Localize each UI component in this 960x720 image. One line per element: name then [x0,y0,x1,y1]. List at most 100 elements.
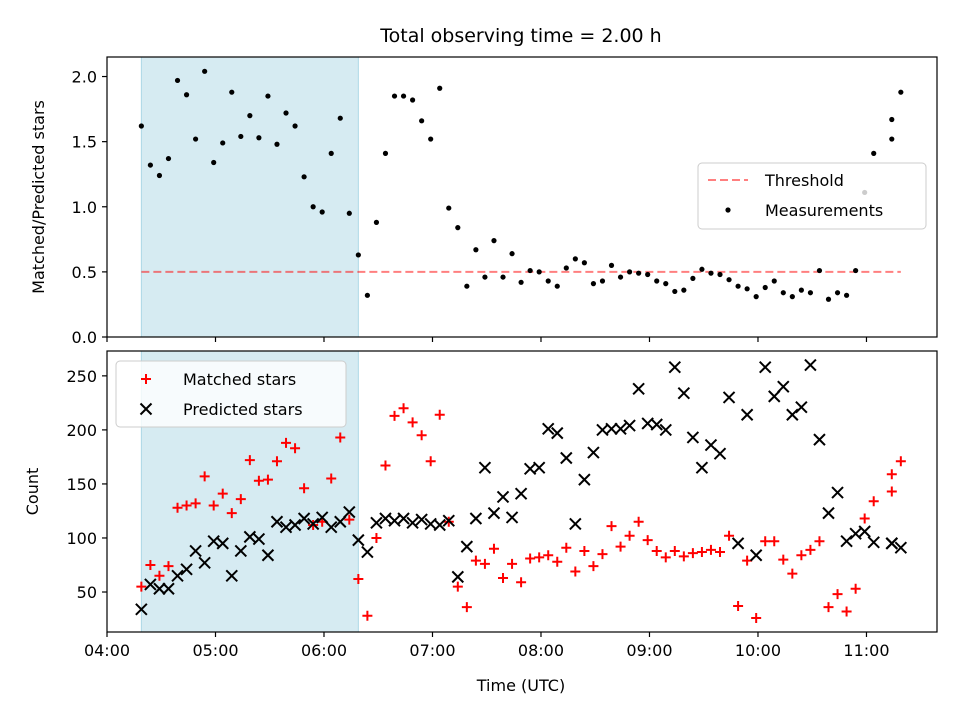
predicted-point-13 [252,532,266,546]
predicted-point-81 [867,536,880,549]
matched-point-21 [326,473,337,484]
predicted-point-3 [162,582,175,595]
matched-point-24 [353,574,364,585]
measurement-point-47 [563,265,569,271]
measurement-point-74 [807,290,814,296]
predicted-point-68 [749,549,763,562]
predicted-point-8 [207,535,220,548]
panel2-y-axis-title: Count [23,468,42,516]
matched-point-32 [425,456,436,467]
predicted-point-20 [315,511,329,524]
legend-predicted-label: Predicted stars [183,400,303,419]
measurement-point-66 [735,283,741,289]
matched-point-54 [624,530,635,541]
predicted-point-24 [352,533,365,547]
panel1: 0.0 0.5 1.0 1.5 2.0 Matched/Predicted stars Th… [29,56,938,347]
measurement-point-3 [165,155,172,162]
matched-point-13 [253,475,264,486]
predicted-point-45 [542,422,555,436]
x-axis-title: Time (UTC) [476,676,565,695]
predicted-point-49 [578,473,591,486]
measurement-point-69 [762,284,768,291]
matched-point-69 [760,536,771,547]
predicted-point-37 [469,512,483,525]
predicted-point-70 [768,390,781,403]
measurement-point-46 [554,283,560,289]
matched-point-64 [715,547,726,558]
measurement-point-35 [455,225,461,231]
legend-measurement-label: Measurements [765,201,883,220]
panel2-y-tick-label-1: 100 [66,529,97,548]
predicted-point-40 [496,490,510,504]
predicted-point-72 [786,408,799,421]
measurement-point-0 [138,123,144,129]
measurement-point-18 [301,174,307,180]
matched-point-72 [787,568,798,579]
matched-point-16 [281,437,292,448]
matched-point-47 [561,542,572,553]
matched-point-41 [507,558,518,569]
matched-point-26 [371,532,382,543]
legend-threshold-label: Threshold [764,171,844,190]
panel2-series-2 [135,358,908,616]
measurement-point-79 [853,267,859,274]
measurement-point-42 [518,279,524,285]
predicted-point-4 [171,569,184,583]
measurement-point-70 [771,278,777,284]
matched-point-58 [660,552,671,563]
measurement-point-78 [843,292,850,298]
measurement-point-55 [636,270,642,276]
matched-point-50 [588,561,599,572]
legend-matched-label: Matched stars [183,370,296,389]
predicted-point-75 [813,433,826,446]
matched-point-30 [407,417,418,428]
matched-point-31 [416,430,427,441]
predicted-point-17 [288,518,302,532]
panel2: 50 100 150 200 250 04:00 05:00 06:00 07:00 08:00 0… [23,350,938,660]
panel1-legend: Threshold Measurements [697,162,927,230]
matched-point-78 [841,606,852,617]
predicted-point-53 [614,422,627,436]
matched-point-51 [597,549,608,560]
matched-point-0 [136,581,147,592]
panel2-legend: Matched stars Predicted stars [115,360,347,428]
measurement-point-14 [265,93,271,99]
matched-point-56 [642,535,653,546]
predicted-point-33 [433,518,446,532]
legend-predicted-swatch [139,402,153,416]
matched-point-5 [181,500,192,511]
matched-point-63 [705,544,716,555]
predicted-point-58 [659,423,672,437]
measurement-point-16 [283,110,289,116]
measurement-point-67 [744,286,750,292]
measurement-point-2 [156,172,163,179]
measurement-point-34 [446,205,452,211]
matched-point-1 [145,559,156,570]
matched-point-59 [669,545,680,556]
measurement-point-83 [889,136,895,142]
measurement-point-36 [464,283,470,289]
measurement-point-40 [500,274,506,280]
predicted-point-83 [885,537,899,550]
panel1-shaded-window [140,56,359,338]
measurement-point-72 [789,294,795,300]
predicted-point-34 [442,514,455,527]
measurement-point-71 [780,290,786,296]
matched-point-65 [724,530,735,541]
measurement-point-17 [292,123,298,129]
panel1-y-tick-label-3: 1.5 [72,133,97,152]
measurement-point-19 [310,204,316,210]
matched-point-77 [832,589,843,600]
matched-point-42 [516,577,527,588]
predicted-point-39 [487,506,501,520]
predicted-point-15 [270,515,284,528]
measurement-point-62 [699,266,705,272]
measurement-point-76 [825,296,832,302]
predicted-point-84 [894,541,908,554]
matched-point-71 [778,554,789,565]
measurement-point-30 [409,97,416,103]
predicted-point-6 [189,544,202,558]
predicted-point-74 [804,358,817,372]
measurement-point-56 [645,271,651,278]
